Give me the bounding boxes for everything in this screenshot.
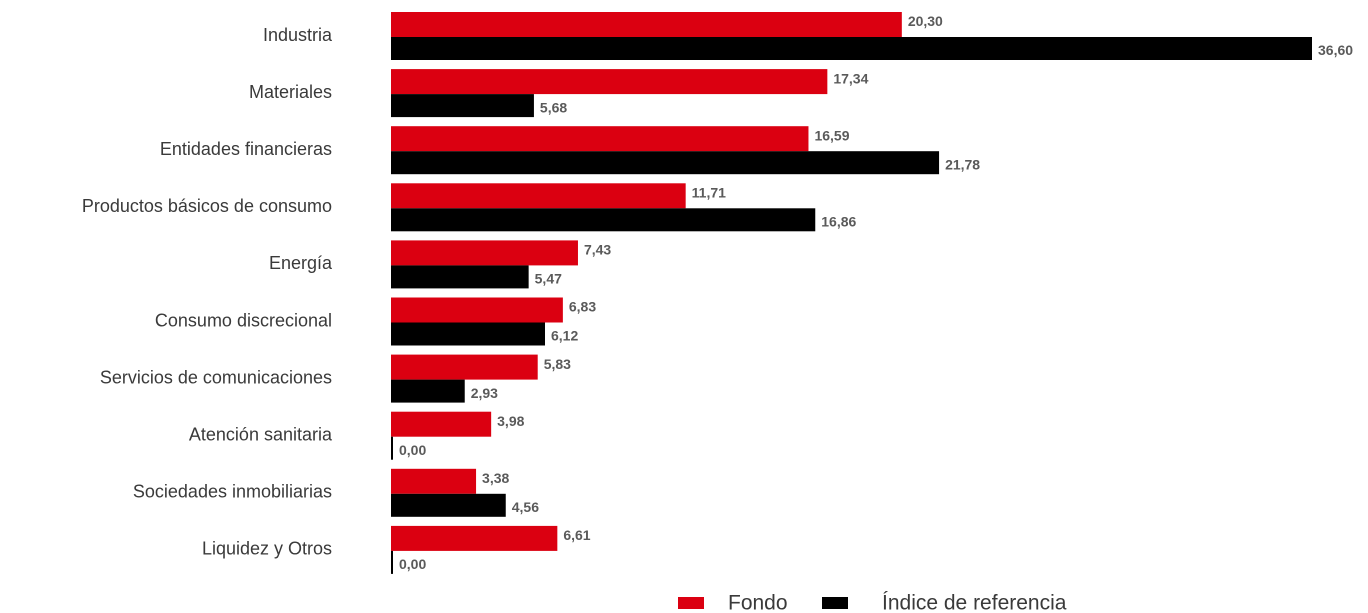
value-label: 5,83 [544,356,571,372]
category-label: Consumo discrecional [155,310,332,330]
bar [391,12,902,37]
legend-swatch [678,597,704,609]
category-label: Servicios de comunicaciones [100,367,332,387]
value-label: 5,47 [535,271,562,287]
value-label: 2,93 [471,385,498,401]
category-label: Productos básicos de consumo [82,196,332,216]
value-label: 20,30 [908,13,943,29]
value-label: 0,00 [399,442,426,458]
bar [391,94,534,118]
category-label: Energía [269,253,333,273]
value-label: 17,34 [833,70,868,86]
bar [391,297,563,323]
value-label: 11,71 [692,185,726,201]
bar [391,493,506,517]
value-label: 3,38 [482,470,509,486]
value-label: 3,98 [497,413,524,429]
bar [391,354,538,380]
value-label: 21,78 [945,156,980,172]
category-label: Entidades financieras [160,139,332,159]
bar [391,240,578,266]
value-label: 6,83 [569,299,596,315]
bar [391,468,477,494]
value-label: 4,56 [512,499,539,515]
value-label: 36,60 [1318,42,1353,58]
bar [391,411,492,437]
legend-label: Fondo [728,592,788,613]
bar [391,550,393,574]
bar [391,379,465,403]
value-label: 16,59 [814,127,849,143]
bar [391,525,558,551]
value-label: 7,43 [584,242,611,258]
category-label: Sociedades inmobiliarias [133,482,332,502]
value-label: 0,00 [399,556,426,572]
bar [391,265,529,289]
value-label: 6,12 [551,328,578,344]
category-label: Industria [263,25,333,45]
bar [391,69,828,95]
legend-label: Índice de referencia [882,592,1067,613]
bar [391,436,393,460]
category-label: Materiales [249,82,332,102]
value-label: 5,68 [540,99,567,115]
category-label: Atención sanitaria [189,424,333,444]
bar [391,183,686,209]
bar [391,151,940,175]
value-label: 16,86 [821,214,856,230]
bar [391,126,809,152]
value-label: 6,61 [563,527,590,543]
bar [391,37,1312,60]
bar [391,322,546,346]
bar [391,208,816,232]
legend-swatch [822,597,848,609]
category-label: Liquidez y Otros [202,539,332,559]
